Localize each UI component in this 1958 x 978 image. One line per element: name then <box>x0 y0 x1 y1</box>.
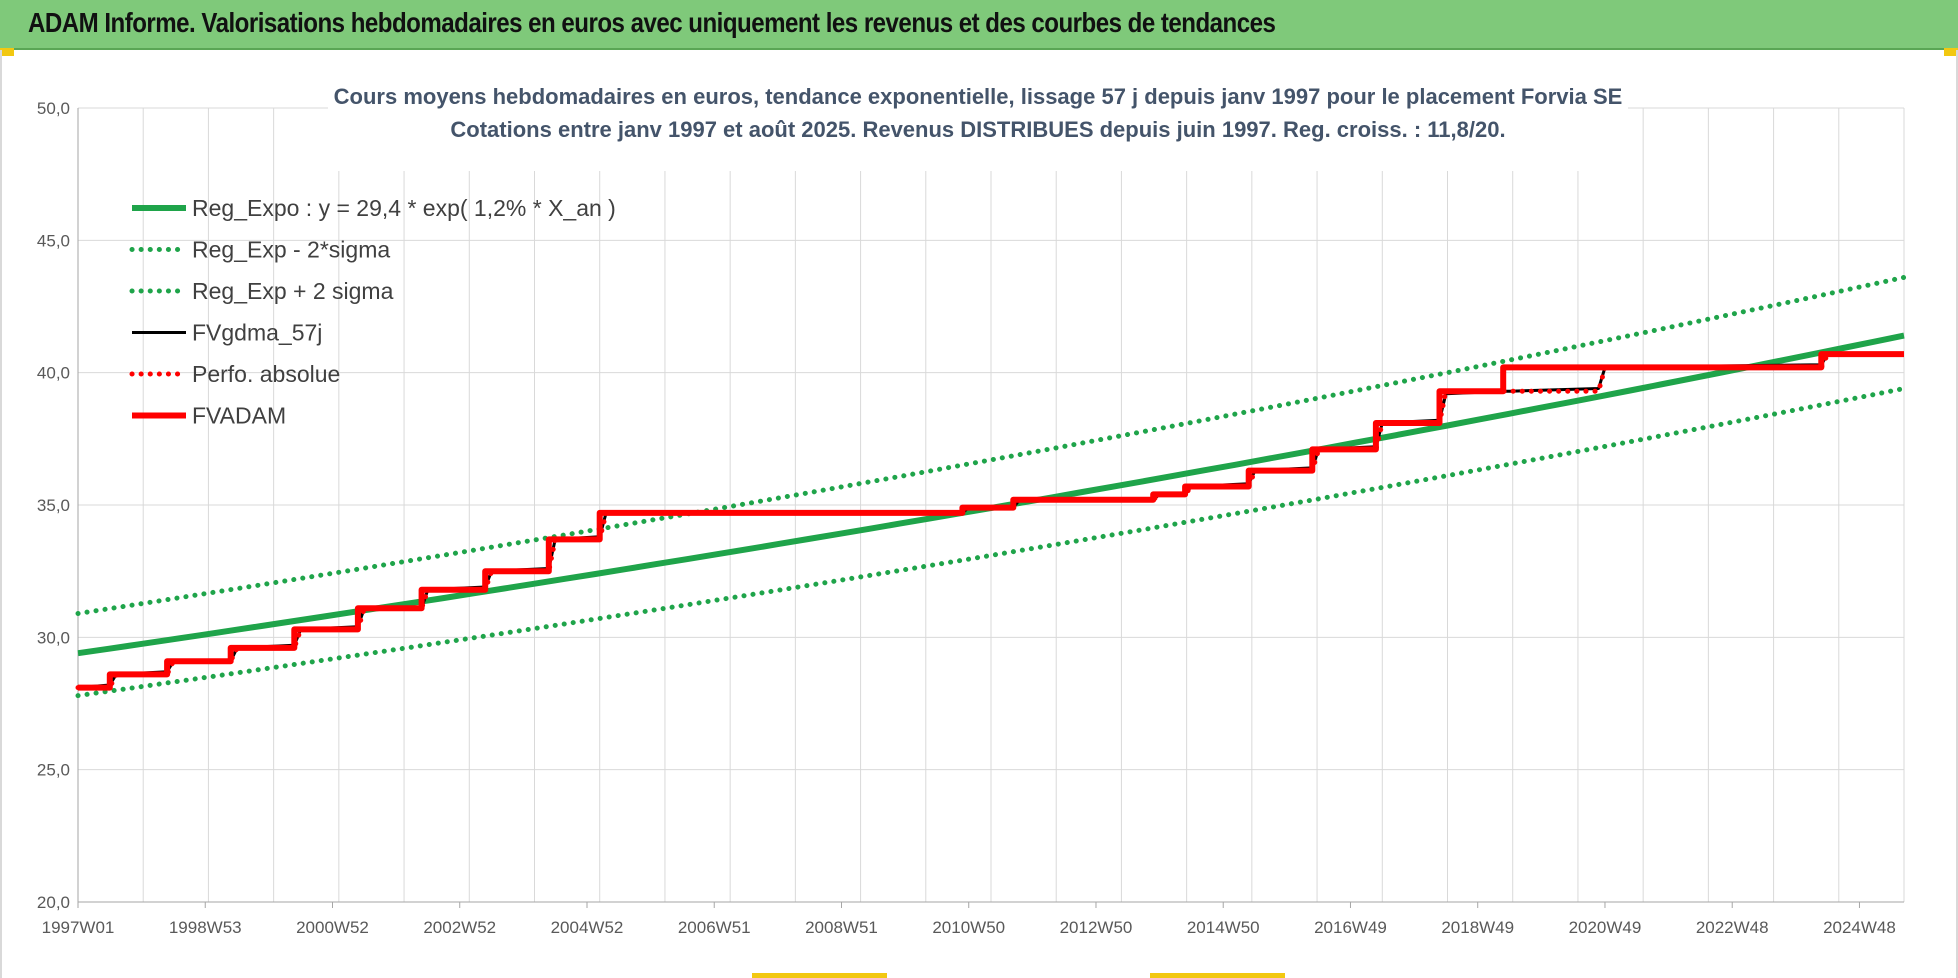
corner-marker-right <box>1944 48 1958 56</box>
y-tick-label: 20,0 <box>37 893 70 912</box>
series-line-5 <box>78 351 1904 691</box>
legend-label: Reg_Exp - 2*sigma <box>192 237 390 263</box>
legend-label: Reg_Expo : y = 29,4 * exp( 1,2% * X_an ) <box>192 195 616 221</box>
x-tick-label: 2020W49 <box>1569 918 1642 937</box>
x-tick-label: 2002W52 <box>423 918 496 937</box>
axes: 20,0 25,0 30,0 35,0 40,0 45,0 50,0 1997W01 1998W… <box>37 99 1904 937</box>
header-banner: ADAM Informe. Valorisations hebdomadaire… <box>0 0 1958 50</box>
series-lines <box>75 274 1907 699</box>
x-tick-label: 2010W50 <box>932 918 1005 937</box>
x-tick-label: 2006W51 <box>678 918 751 937</box>
y-tick-label: 45,0 <box>37 231 70 250</box>
legend-label: Perfo. absolue <box>192 361 340 387</box>
y-tick-label: 30,0 <box>37 628 70 647</box>
legend-label: FVgdma_57j <box>192 320 322 346</box>
title-background <box>328 83 1628 171</box>
y-tick-label: 40,0 <box>37 364 70 383</box>
legend: Reg_Expo : y = 29,4 * exp( 1,2% * X_an )… <box>129 195 616 429</box>
x-tick-label: 2016W49 <box>1314 918 1387 937</box>
x-tick-label: 1997W01 <box>42 918 115 937</box>
line-chart: 20,0 25,0 30,0 35,0 40,0 45,0 50,0 1997W01 1998W… <box>37 83 1907 937</box>
page-title: ADAM Informe. Valorisations hebdomadaire… <box>28 7 1276 38</box>
y-tick-label: 50,0 <box>37 99 70 118</box>
y-tick-label: 35,0 <box>37 496 70 515</box>
x-tick-label: 2008W51 <box>805 918 878 937</box>
legend-label: FVADAM <box>192 403 286 429</box>
x-tick-label: 2004W52 <box>551 918 624 937</box>
x-tick-label: 2018W49 <box>1441 918 1514 937</box>
gridlines <box>77 107 1905 903</box>
chart-container: 20,0 25,0 30,0 35,0 40,0 45,0 50,0 1997W01 1998W… <box>0 50 1958 978</box>
x-tick-label: 2014W50 <box>1187 918 1260 937</box>
x-tick-label: 2000W52 <box>296 918 369 937</box>
chart-title: Cours moyens hebdomadaires en euros, ten… <box>334 84 1623 109</box>
chart-subtitle: Cotations entre janv 1997 et août 2025. … <box>450 117 1505 142</box>
x-tick-label: 2012W50 <box>1060 918 1133 937</box>
x-tick-label: 2024W48 <box>1823 918 1896 937</box>
series-line-2 <box>75 274 1907 616</box>
footer-marker <box>752 973 887 978</box>
x-tick-label: 1998W53 <box>169 918 242 937</box>
corner-marker-left <box>0 48 14 56</box>
series-line-1 <box>75 386 1907 699</box>
footer-marker <box>1150 973 1285 978</box>
x-tick-label: 2022W48 <box>1696 918 1769 937</box>
legend-label: Reg_Exp + 2 sigma <box>192 278 394 304</box>
y-tick-label: 25,0 <box>37 761 70 780</box>
